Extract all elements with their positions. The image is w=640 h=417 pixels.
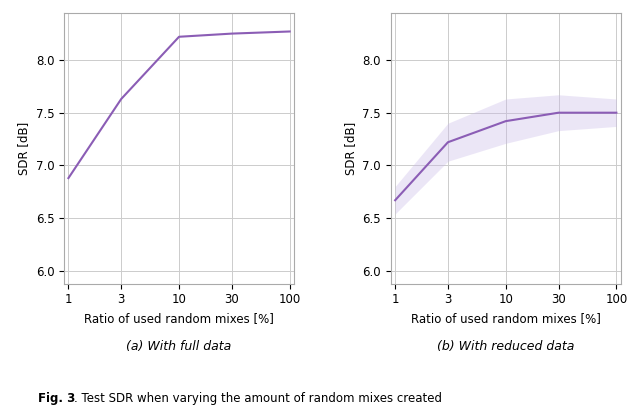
X-axis label: Ratio of used random mixes [%]: Ratio of used random mixes [%] — [84, 312, 274, 325]
Y-axis label: SDR [dB]: SDR [dB] — [344, 121, 357, 175]
Text: Fig. 3: Fig. 3 — [38, 392, 76, 405]
X-axis label: Ratio of used random mixes [%]: Ratio of used random mixes [%] — [411, 312, 601, 325]
Text: . Test SDR when varying the amount of random mixes created: . Test SDR when varying the amount of ra… — [74, 392, 442, 405]
Text: (a) With full data: (a) With full data — [127, 340, 232, 353]
Text: (b) With reduced data: (b) With reduced data — [437, 340, 575, 353]
Y-axis label: SDR [dB]: SDR [dB] — [17, 121, 30, 175]
